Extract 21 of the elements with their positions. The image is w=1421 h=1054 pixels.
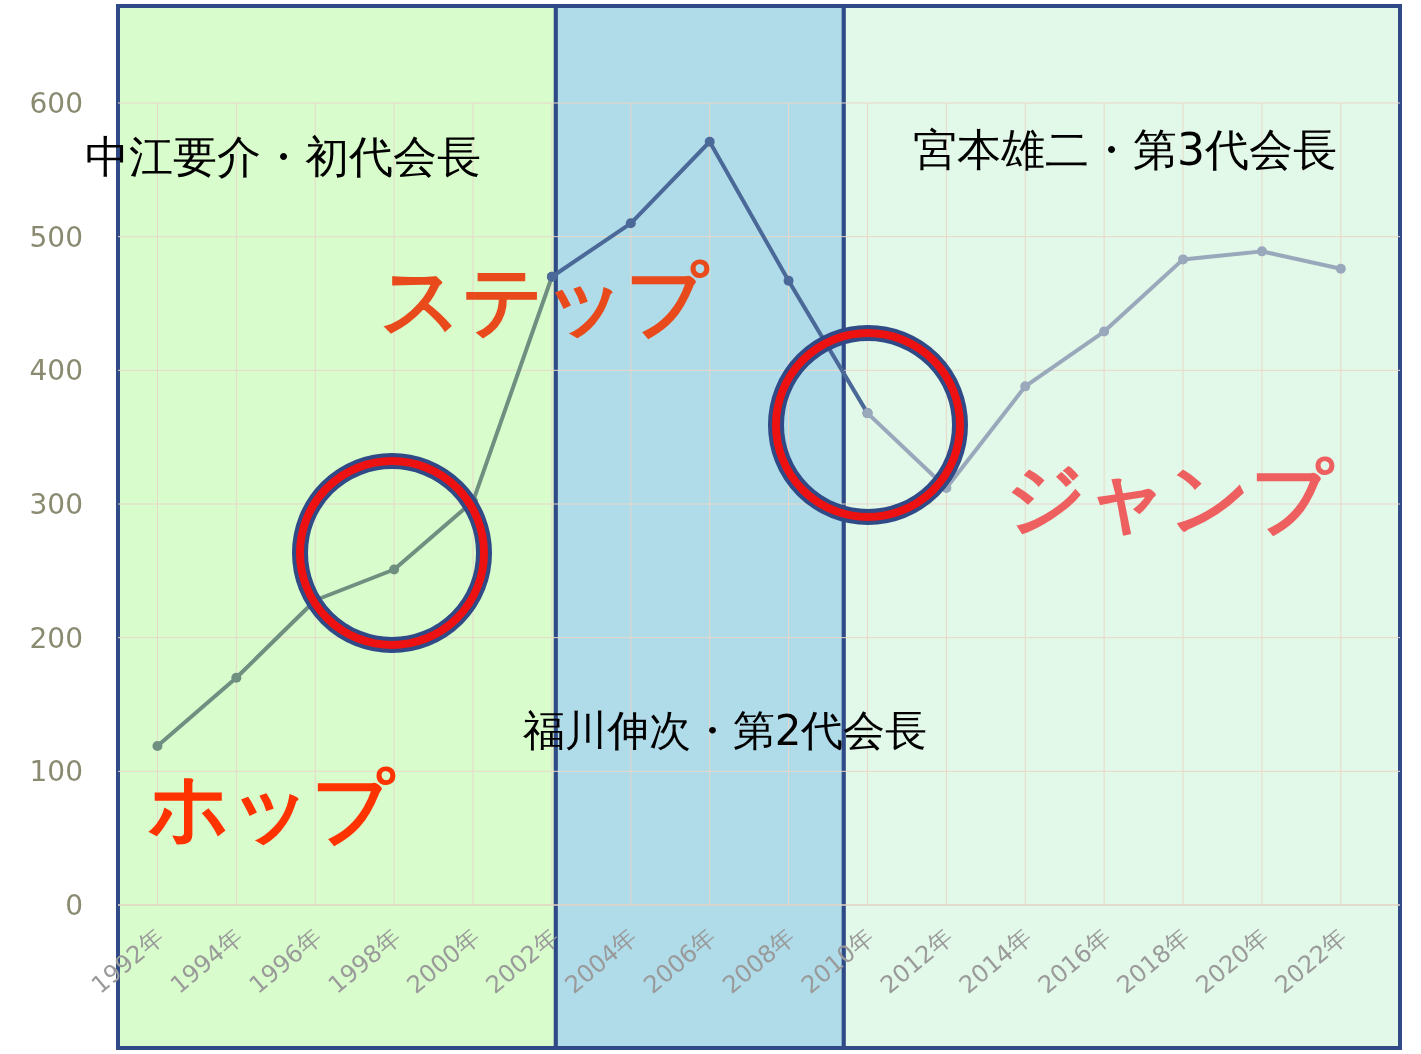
point: [1335, 263, 1346, 274]
y-tick-label: 500: [29, 220, 83, 254]
point: [1178, 254, 1189, 265]
y-tick-label: 600: [29, 87, 83, 120]
point: [783, 275, 794, 286]
point: [152, 740, 163, 751]
annotation: ジャンプ: [1005, 451, 1335, 544]
point: [1256, 246, 1267, 257]
y-tick-label: 200: [29, 621, 83, 655]
y-tick-label: 300: [29, 488, 83, 521]
point: [704, 136, 715, 147]
y-tick-label: 400: [29, 354, 83, 388]
point: [1099, 326, 1110, 337]
point: [1020, 381, 1031, 392]
point: [231, 672, 242, 683]
point: [389, 564, 400, 575]
annotation: ホップ: [148, 761, 396, 854]
y-tick-label: 0: [65, 889, 83, 922]
point: [625, 218, 636, 229]
y-tick-label: 100: [29, 755, 83, 789]
band-label: 宮本雄二・第3代会長: [913, 124, 1337, 175]
